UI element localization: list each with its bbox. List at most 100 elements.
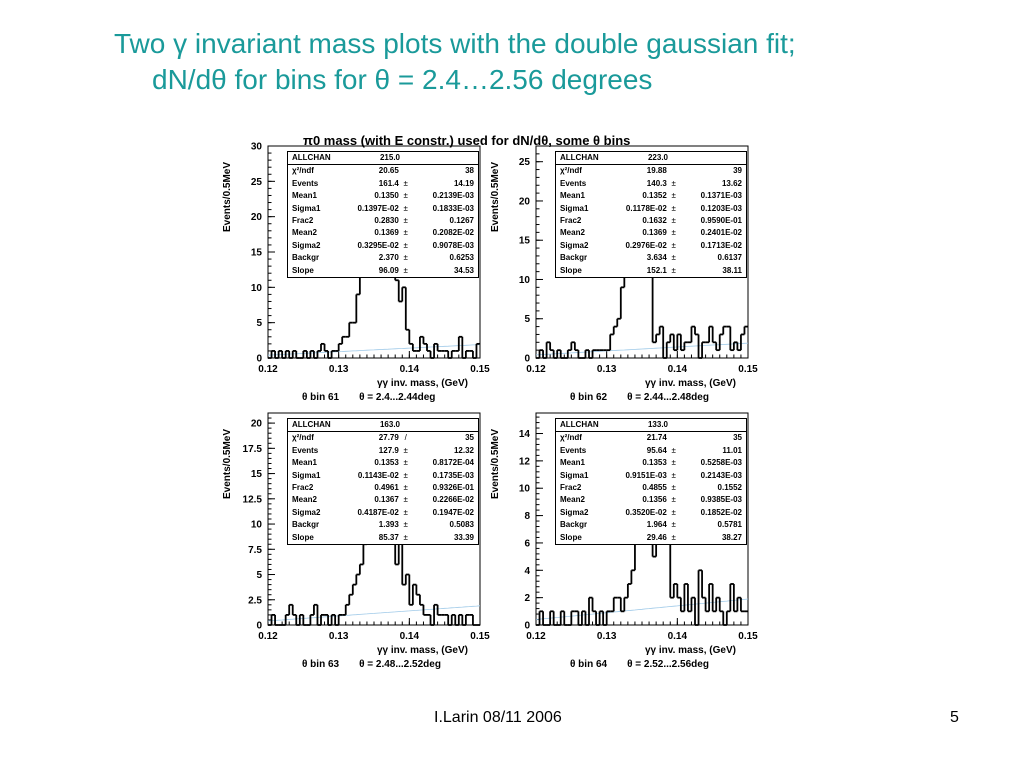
stats-param-name: Sigma2 [292, 240, 321, 250]
stats-plus-minus: ± [671, 178, 676, 188]
stats-param-value: 140.3 [646, 178, 667, 188]
stats-param-value: 0.1353 [374, 458, 399, 468]
x-tick-label: 0.13 [597, 631, 617, 642]
stats-header-name: ALLCHAN [292, 420, 331, 429]
y-tick-label: 5 [256, 570, 262, 581]
stats-row: Frac2 0.2830 ±0.1267 [288, 215, 478, 227]
slide-title: Two γ invariant mass plots with the doub… [114, 26, 994, 98]
stats-param-error: 0.2401E-02 [700, 228, 742, 238]
x-tick-label: 0.14 [668, 631, 688, 642]
stats-param-value: 85.37 [378, 532, 399, 542]
stats-row: Slope 152.1 ±38.11 [556, 265, 746, 277]
stats-param-value: 21.74 [646, 433, 667, 443]
stats-param-name: Sigma1 [292, 470, 321, 480]
stats-param-name: Sigma1 [560, 470, 589, 480]
y-tick-label: 5 [256, 318, 262, 329]
stats-header-row: ALLCHAN 223.0 [556, 152, 746, 166]
stats-param-value: 0.1356 [642, 495, 667, 505]
stats-plus-minus: ± [403, 458, 408, 468]
y-tick-label: 5 [524, 314, 530, 325]
stats-row: Slope 85.37 ±33.39 [288, 532, 478, 544]
stats-param-name: Mean1 [292, 458, 317, 468]
stats-header-row: ALLCHAN 215.0 [288, 152, 478, 166]
x-tick-label: 0.13 [329, 631, 349, 642]
stats-plus-minus: ± [403, 482, 408, 492]
stats-param-value: 0.1369 [642, 228, 667, 238]
stats-param-error: 0.2139E-03 [432, 191, 474, 201]
stats-param-value: 127.9 [378, 445, 399, 455]
stats-param-error: 0.2143E-03 [700, 470, 742, 480]
stats-plus-minus: ± [671, 532, 676, 542]
stats-header-value: 215.0 [379, 153, 400, 162]
stats-param-value: 29.46 [646, 532, 667, 542]
stats-param-value: 0.4961 [374, 482, 399, 492]
stats-plus-minus: ± [671, 240, 676, 250]
stats-param-error: 0.9590E-01 [700, 215, 742, 225]
stats-param-value: 0.1350 [374, 191, 399, 201]
stats-plus-minus: ± [403, 265, 408, 275]
y-tick-label: 0 [524, 354, 530, 365]
stats-param-error: 0.8172E-04 [432, 458, 474, 468]
stats-row: χ²/ndf 19.88 39 [556, 165, 746, 177]
stats-param-name: Frac2 [560, 215, 582, 225]
y-axis-label: Events/0.5MeV [490, 161, 501, 232]
stats-param-value: 0.1367 [374, 495, 399, 505]
stats-param-name: Slope [560, 532, 582, 542]
stats-row: Sigma1 0.1397E-02 ±0.1833E-03 [288, 203, 478, 215]
y-tick-label: 20 [251, 212, 263, 223]
x-tick-label: 0.15 [738, 631, 758, 642]
stats-param-name: Mean2 [560, 228, 585, 238]
stats-param-error: 0.1371E-03 [700, 191, 742, 201]
stats-plus-minus: ± [403, 253, 408, 263]
stats-param-error: 0.1735E-03 [432, 470, 474, 480]
stats-plus-minus: ± [403, 203, 408, 213]
stats-row: Slope 29.46 ±38.27 [556, 532, 746, 544]
stats-param-value: 152.1 [646, 265, 667, 275]
stats-header-value: 163.0 [379, 420, 400, 429]
stats-param-name: Mean1 [560, 191, 585, 201]
stats-param-name: Mean2 [560, 495, 585, 505]
stats-row: Mean2 0.1367 ±0.2266E-02 [288, 494, 478, 506]
stats-plus-minus: ± [671, 228, 676, 238]
stats-param-value: 20.65 [378, 166, 399, 176]
stats-param-value: 0.9151E-03 [625, 470, 667, 480]
stats-param-name: Slope [560, 265, 582, 275]
slide-title-line-2: dN/dθ for bins for θ = 2.4…2.56 degrees [152, 64, 653, 95]
stats-param-value: 0.1352 [642, 191, 667, 201]
fit-stats-box: ALLCHAN 163.0 χ²/ndf 27.79 / 35 Events 127.9 ±12… [287, 418, 479, 545]
page-number: 5 [950, 709, 959, 726]
stats-header-name: ALLCHAN [560, 153, 599, 162]
y-axis-label: Events/0.5MeV [490, 428, 501, 499]
y-tick-label: 15 [519, 236, 531, 247]
stats-param-error: 0.9385E-03 [700, 495, 742, 505]
stats-param-name: Slope [292, 532, 314, 542]
x-tick-label: 0.12 [526, 631, 546, 642]
stats-param-name: Mean2 [292, 495, 317, 505]
stats-param-name: Frac2 [292, 482, 314, 492]
stats-plus-minus: ± [403, 178, 408, 188]
stats-row: Frac2 0.1632 ±0.9590E-01 [556, 215, 746, 227]
y-tick-label: 4 [524, 566, 530, 577]
stats-param-value: 2.370 [378, 253, 399, 263]
stats-row: Sigma1 0.9151E-03 ±0.2143E-03 [556, 470, 746, 482]
stats-param-name: Backgr [560, 520, 588, 530]
y-axis-label: Events/0.5MeV [222, 428, 233, 499]
stats-param-error: 33.39 [453, 532, 474, 542]
stats-header-value: 223.0 [647, 153, 668, 162]
stats-row: Events 95.64 ±11.01 [556, 445, 746, 457]
x-axis-label: γγ inv. mass, (GeV) [377, 378, 468, 389]
stats-param-value: 0.2830 [374, 215, 399, 225]
stats-row: Frac2 0.4855 ±0.1552 [556, 482, 746, 494]
stats-param-name: Mean1 [292, 191, 317, 201]
y-tick-label: 17.5 [243, 444, 263, 455]
stats-param-name: χ²/ndf [292, 166, 314, 176]
x-tick-label: 0.13 [597, 364, 617, 375]
stats-header-row: ALLCHAN 133.0 [556, 419, 746, 433]
x-axis-label: γγ inv. mass, (GeV) [645, 645, 736, 656]
stats-plus-minus: ± [403, 532, 408, 542]
stats-plus-minus: ± [671, 253, 676, 263]
stats-plus-minus: ± [671, 470, 676, 480]
stats-plus-minus: ± [403, 240, 408, 250]
stats-param-value: 0.2976E-02 [625, 240, 667, 250]
y-tick-label: 25 [519, 157, 531, 168]
